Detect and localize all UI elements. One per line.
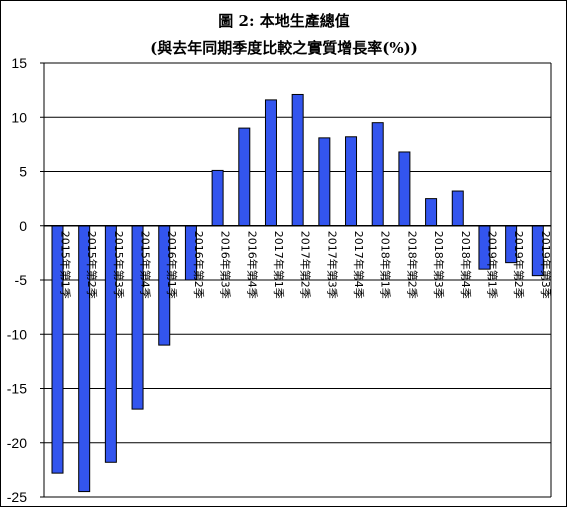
chart-subtitle: (與去年同期季度比較之實質增長率(%))	[150, 39, 418, 57]
category-label: 2015年第4季	[139, 231, 153, 299]
y-tick-labels: 15 10 5 0 -5 -10 -15 -20 -25	[7, 55, 27, 505]
category-label: 2016年第1季	[165, 231, 179, 299]
category-label: 2017年第3季	[325, 231, 339, 299]
category-label: 2016年第2季	[192, 231, 206, 299]
bar	[451, 190, 464, 227]
category-label: 2017年第1季	[272, 231, 286, 299]
category-label: 2018年第1季	[379, 231, 393, 299]
category-label: 2019年第1季	[485, 231, 499, 299]
bar	[425, 198, 438, 227]
bar	[211, 169, 224, 227]
category-label: 2017年第4季	[352, 231, 366, 299]
y-tick-label: 5	[19, 164, 27, 180]
category-label: 2018年第4季	[459, 231, 473, 299]
y-tick-label: 0	[19, 218, 27, 234]
bar	[238, 127, 251, 227]
category-label: 2015年第1季	[59, 231, 73, 299]
category-label: 2015年第3季	[112, 231, 126, 299]
y-tick-label: -10	[7, 326, 27, 342]
category-label: 2018年第2季	[405, 231, 419, 299]
axes	[40, 62, 552, 498]
y-tick-label: 15	[11, 55, 27, 71]
bar	[291, 93, 304, 227]
bar	[318, 137, 331, 227]
chart-title: 圖 2: 本地生產總值	[218, 12, 349, 30]
category-label: 2016年第3季	[219, 231, 233, 299]
category-label: 2017年第2季	[299, 231, 313, 299]
bar	[264, 99, 277, 227]
bar	[345, 136, 358, 227]
y-tick-label: -15	[7, 381, 27, 397]
bar	[371, 122, 384, 227]
bar	[398, 151, 411, 227]
category-label: 2016年第4季	[245, 231, 259, 299]
category-label: 2019年第2季	[512, 231, 526, 299]
y-tick-label: 10	[11, 109, 27, 125]
category-labels: 2015年第1季 2015年第2季 2015年第3季 2015年第4季 2016年第1季…	[59, 231, 553, 299]
category-label: 2019年第3季	[539, 231, 553, 299]
y-tick-label: -20	[7, 435, 27, 451]
y-tick-label: -5	[15, 272, 28, 288]
category-label: 2018年第3季	[432, 231, 446, 299]
category-label: 2015年第2季	[85, 231, 99, 299]
y-tick-label: -25	[7, 489, 27, 505]
